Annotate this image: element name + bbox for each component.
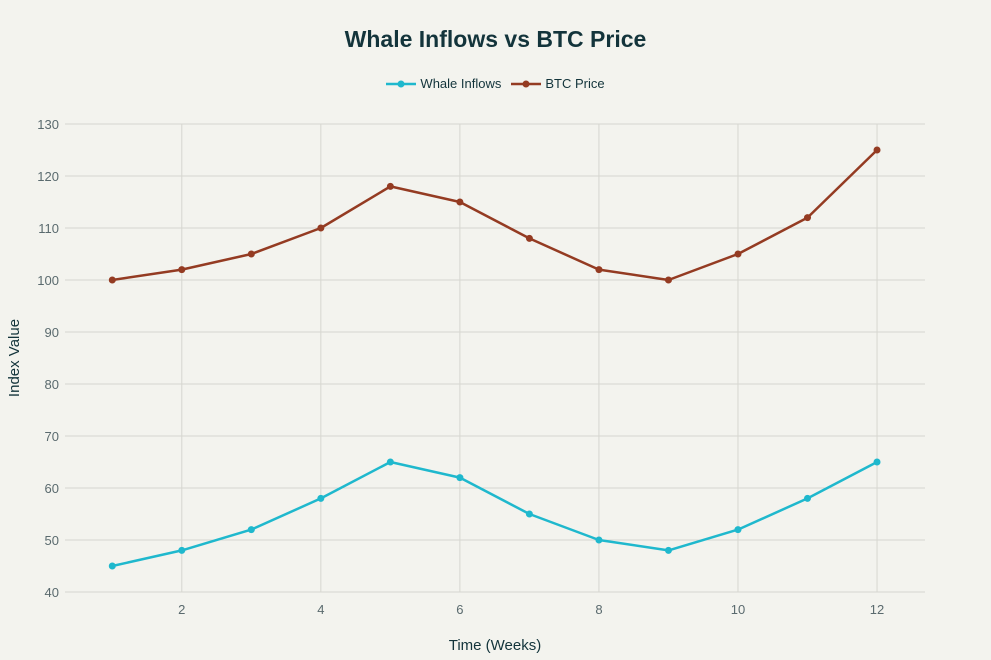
y-tick-label: 80 (45, 377, 59, 392)
y-tick-label: 50 (45, 533, 59, 548)
data-point[interactable] (525, 234, 533, 242)
data-point[interactable] (178, 266, 186, 274)
data-point[interactable] (734, 526, 742, 534)
data-point[interactable] (456, 198, 464, 206)
data-point[interactable] (108, 276, 116, 284)
data-point[interactable] (664, 276, 672, 284)
y-tick-label: 100 (37, 273, 59, 288)
y-tick-label: 40 (45, 585, 59, 600)
x-tick-label: 10 (731, 602, 745, 617)
legend-swatch-btc (511, 80, 542, 87)
legend-item-btc-price[interactable]: BTC Price (511, 76, 605, 91)
y-tick-label: 120 (37, 169, 59, 184)
data-point[interactable] (664, 546, 672, 554)
legend-label: Whale Inflows (420, 76, 502, 91)
legend-swatch-whale (386, 80, 417, 87)
data-point[interactable] (317, 494, 325, 502)
y-tick-label: 70 (45, 429, 59, 444)
x-tick-label: 6 (456, 602, 463, 617)
y-axis-label: Index Value (6, 319, 23, 397)
data-point[interactable] (804, 494, 812, 502)
data-point[interactable] (873, 146, 881, 154)
legend-item-whale-inflows[interactable]: Whale Inflows (386, 76, 501, 91)
data-point[interactable] (178, 546, 186, 554)
data-point[interactable] (525, 510, 533, 518)
y-tick-label: 110 (38, 221, 59, 236)
data-point[interactable] (247, 526, 255, 534)
data-point[interactable] (873, 458, 881, 466)
x-tick-label: 4 (317, 602, 324, 617)
chart-title: Whale Inflows vs BTC Price (344, 26, 647, 52)
data-point[interactable] (386, 182, 394, 190)
y-tick-label: 90 (45, 325, 59, 340)
data-point[interactable] (734, 250, 742, 258)
series-line-btc-price (112, 149, 878, 282)
data-point[interactable] (595, 536, 603, 544)
x-tick-label: 8 (595, 602, 602, 617)
data-point[interactable] (456, 474, 464, 482)
data-point[interactable] (386, 458, 394, 466)
series-line-whale-inflows (112, 460, 878, 568)
x-tick-label: 12 (870, 602, 884, 617)
data-point[interactable] (804, 214, 812, 222)
y-tick-label: 60 (45, 481, 59, 496)
legend-label: BTC Price (545, 76, 605, 91)
data-point[interactable] (595, 266, 603, 274)
x-axis-label: Time (Weeks) (449, 637, 542, 654)
y-tick-label: 130 (37, 117, 59, 132)
x-tick-label: 2 (178, 602, 185, 617)
data-point[interactable] (247, 250, 255, 258)
legend: Whale Inflows BTC Price (0, 76, 991, 91)
data-point[interactable] (317, 224, 325, 232)
data-point[interactable] (108, 562, 116, 570)
